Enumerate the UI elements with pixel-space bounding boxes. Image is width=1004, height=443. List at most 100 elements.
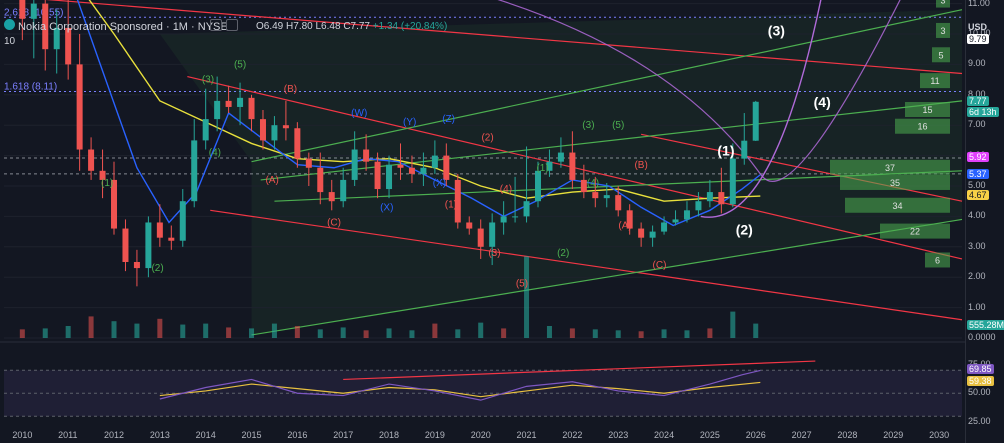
candle-body bbox=[237, 97, 244, 107]
volume-bar bbox=[88, 316, 94, 338]
candle-body bbox=[214, 100, 221, 120]
price-tag: 9.79 bbox=[967, 34, 989, 45]
rsi-line bbox=[159, 369, 761, 401]
candle-body bbox=[133, 262, 140, 269]
rsi-band bbox=[4, 370, 962, 417]
wave-label: (4) bbox=[587, 178, 599, 189]
year-tick-label: 2020 bbox=[470, 430, 491, 440]
candle-body bbox=[351, 149, 358, 180]
volume-bar bbox=[478, 322, 484, 338]
settings-icon[interactable] bbox=[226, 19, 238, 31]
wave-label: (2) bbox=[151, 263, 163, 274]
volume-bar bbox=[409, 330, 415, 338]
candle-body bbox=[695, 201, 702, 211]
year-tick-label: 2013 bbox=[149, 430, 170, 440]
ohlc-close: C7.77 bbox=[343, 21, 370, 32]
candle-body bbox=[729, 158, 736, 205]
volume-bar bbox=[707, 328, 713, 338]
resistance-line bbox=[641, 133, 963, 202]
arc-curve bbox=[497, 0, 901, 182]
volume-bar bbox=[615, 330, 621, 338]
candle-body bbox=[282, 125, 289, 129]
candle-body bbox=[718, 192, 725, 205]
candle-body bbox=[294, 128, 301, 159]
candle-body bbox=[42, 3, 49, 50]
price-tick-label: 7.00 bbox=[968, 119, 986, 130]
wave-label: (W) bbox=[351, 108, 367, 119]
candle-body bbox=[546, 161, 553, 171]
candle-body bbox=[168, 237, 175, 241]
price-tick-label: 8.00 bbox=[968, 88, 986, 99]
volume-profile-label: 22 bbox=[910, 227, 920, 237]
eye-icon[interactable] bbox=[210, 19, 222, 31]
year-tick-label: 2010 bbox=[12, 430, 33, 440]
candle-body bbox=[88, 149, 95, 171]
candle-body bbox=[603, 195, 610, 199]
candle-body bbox=[752, 101, 759, 141]
year-tick-label: 2019 bbox=[424, 430, 445, 440]
volume-bar bbox=[203, 323, 209, 338]
candle-body bbox=[500, 216, 507, 223]
candle-body bbox=[580, 179, 587, 193]
year-tick-label: 2022 bbox=[562, 430, 583, 440]
volume-bar bbox=[42, 328, 48, 338]
parabolic-curve bbox=[700, 0, 822, 218]
year-tick-label: 2012 bbox=[104, 430, 125, 440]
volume-profile-label: 3 bbox=[940, 26, 945, 36]
fib-label: 1.618 (8.11) bbox=[4, 81, 57, 92]
wave-label: (C) bbox=[653, 260, 667, 271]
wave-label: (3) bbox=[582, 120, 594, 131]
volume-bar bbox=[294, 326, 300, 338]
price-tick-label: 0.0000 bbox=[968, 332, 996, 342]
currency-label[interactable]: USD bbox=[968, 22, 988, 32]
wave-label: (5) bbox=[234, 59, 246, 70]
price-tag: 555.28M bbox=[967, 320, 1004, 330]
wave-label: (Y) bbox=[403, 117, 416, 128]
volume-profile-bar bbox=[920, 73, 950, 89]
candle-body bbox=[99, 170, 106, 180]
year-tick-label: 2011 bbox=[58, 430, 78, 440]
wave-label: (3) bbox=[202, 75, 214, 86]
major-wave-label: (2) bbox=[736, 222, 753, 238]
volume-bar bbox=[317, 329, 323, 338]
candle-body bbox=[420, 167, 427, 174]
volume-bar bbox=[134, 323, 140, 338]
year-tick-label: 2029 bbox=[883, 430, 904, 440]
volume-bar bbox=[592, 329, 598, 338]
symbol-logo-icon[interactable] bbox=[4, 19, 15, 30]
wave-label: (3) bbox=[488, 248, 500, 259]
symbol-title[interactable]: Nokia Corporation Sponsored · 1M · NYSE bbox=[18, 21, 228, 33]
price-tag: 6d 13h bbox=[967, 107, 999, 118]
volume-profile-bar bbox=[895, 118, 950, 134]
volume-profile-bar bbox=[932, 47, 950, 63]
candle-body bbox=[19, 0, 26, 19]
major-wave-label: (3) bbox=[768, 23, 785, 39]
rsi-tag: 69.85 bbox=[967, 364, 994, 375]
year-tick-label: 2015 bbox=[241, 430, 262, 440]
candle-body bbox=[248, 97, 255, 120]
candle-body bbox=[259, 119, 266, 141]
wave-label: (A) bbox=[265, 175, 278, 186]
year-tick-label: 2028 bbox=[837, 430, 858, 440]
wave-label: (C) bbox=[327, 218, 341, 229]
channel-line bbox=[251, 9, 963, 163]
candle-body bbox=[683, 210, 690, 220]
rsi-trendline bbox=[343, 360, 816, 381]
volume-bar bbox=[546, 326, 552, 338]
wave-label: (1) bbox=[101, 178, 113, 189]
volume-label[interactable]: 10 bbox=[4, 36, 16, 47]
price-tick-label: 2.00 bbox=[968, 271, 986, 282]
volume-profile-label: 15 bbox=[922, 105, 932, 115]
candle-body bbox=[706, 192, 713, 202]
resistance-line bbox=[210, 209, 963, 321]
candle-body bbox=[489, 222, 496, 247]
volume-bar bbox=[19, 329, 25, 338]
price-tick-label: 4.00 bbox=[968, 210, 986, 221]
volume-profile-bar bbox=[936, 0, 950, 8]
candle-body bbox=[30, 3, 37, 19]
resistance-line bbox=[45, 0, 963, 75]
candle-body bbox=[454, 179, 461, 223]
candle-body bbox=[615, 195, 622, 211]
candle-body bbox=[374, 161, 381, 190]
